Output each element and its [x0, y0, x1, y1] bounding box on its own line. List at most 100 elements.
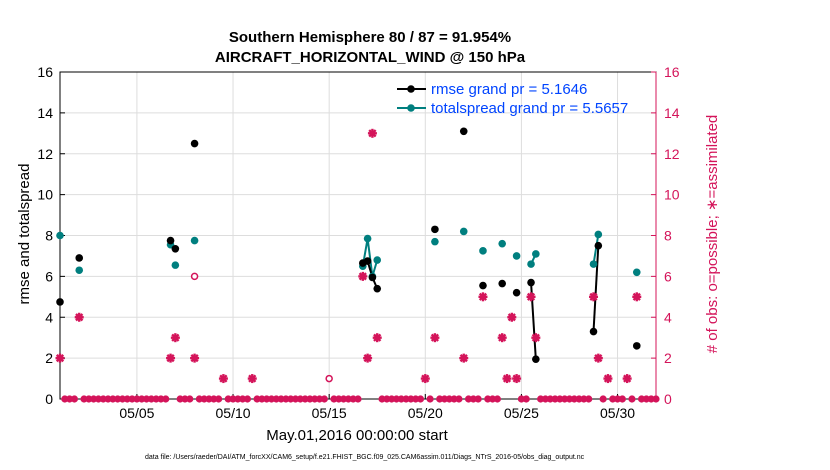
spread-point	[75, 266, 84, 275]
spread-point	[632, 268, 641, 277]
y2-tick-label: 14	[664, 105, 680, 121]
zero-obs-marker	[243, 395, 252, 403]
assimilated-obs-marker	[502, 374, 512, 384]
rmse-point	[632, 342, 641, 350]
assimilated-obs-marker	[478, 292, 488, 302]
assimilated-obs-marker	[363, 353, 373, 363]
zero-obs-marker	[186, 395, 194, 403]
assimilated-obs-marker	[459, 353, 469, 363]
assimilated-obs-marker	[367, 128, 377, 138]
zero-obs-marker	[426, 395, 434, 403]
legend: rmse grand pr = 5.1646 totalspread grand …	[397, 81, 628, 117]
chart-subtitle: AIRCRAFT_HORIZONTAL_WIND @ 150 hPa	[215, 49, 526, 66]
legend-rmse-marker	[407, 85, 415, 93]
assimilated-obs-marker	[512, 374, 522, 384]
y2-tick-label: 4	[664, 309, 672, 325]
zero-obs-marker	[474, 395, 482, 403]
rmse-point	[431, 225, 439, 234]
spread-point	[532, 250, 540, 258]
assimilated-obs-marker	[593, 353, 603, 363]
y2-tick-label: 10	[664, 187, 680, 203]
star-stroke	[623, 374, 632, 383]
star-stroke	[507, 313, 516, 322]
star-stroke	[531, 333, 540, 342]
rmse-point	[368, 273, 377, 282]
rmse-point	[512, 288, 521, 297]
x-tick-label: 05/05	[119, 405, 154, 421]
rmse-point	[527, 278, 535, 287]
rmse-point	[171, 244, 180, 253]
spread-point	[594, 230, 603, 239]
spread-line-segment	[361, 238, 379, 277]
assimilated-obs-marker	[420, 374, 430, 384]
star-stroke	[368, 129, 377, 138]
rmse-point	[459, 127, 468, 136]
assimilated-obs-marker	[632, 292, 642, 302]
rmse-point	[532, 355, 540, 363]
spread-point	[373, 256, 382, 264]
y2-tick-label: 0	[664, 391, 672, 407]
spread-point	[431, 237, 439, 246]
assimilated-obs-marker	[531, 333, 541, 343]
y2-tick-label: 12	[664, 146, 680, 162]
star-stroke	[363, 354, 372, 363]
assimilated-obs-marker	[430, 333, 440, 343]
spread-line-segment	[592, 234, 600, 265]
rmse-point	[594, 241, 603, 250]
y-tick-label: 14	[37, 105, 53, 121]
assimilated-obs-marker	[55, 353, 65, 363]
rmse-point	[56, 298, 64, 306]
assimilated-obs-marker	[166, 353, 176, 363]
star-stroke	[594, 354, 603, 363]
y-axis-label: rmse and totalspread	[16, 164, 33, 305]
star-stroke	[632, 292, 641, 301]
assimilated-obs-marker	[507, 312, 517, 322]
zero-obs-marker	[599, 395, 607, 403]
rmse-point	[75, 254, 84, 262]
legend-spread-label: totalspread grand pr = 5.5657	[431, 100, 628, 117]
star-stroke	[430, 333, 439, 342]
star-stroke	[373, 333, 382, 342]
plot-area: 0 0 2 2 4 4 6 6 8 8 10 10 12 12 14 14 16 16 05/05 05/10 05/1…	[37, 64, 679, 421]
y-tick-label: 6	[45, 268, 53, 284]
spread-point	[459, 227, 468, 236]
zero-obs-marker	[618, 395, 626, 403]
star-stroke	[248, 374, 257, 383]
assimilated-obs-marker	[190, 353, 200, 363]
assimilated-obs-marker	[170, 333, 180, 343]
y2-tick-label: 16	[664, 64, 680, 80]
star-stroke	[459, 354, 468, 363]
y-tick-label: 4	[45, 309, 53, 325]
assimilated-obs-marker	[589, 292, 599, 302]
star-stroke	[526, 292, 536, 301]
rmse-point	[373, 284, 382, 293]
zero-obs-marker	[628, 395, 636, 403]
zero-obs-marker	[354, 395, 362, 403]
chart-title: Southern Hemisphere 80 / 87 = 91.954%	[229, 29, 511, 46]
spread-point	[512, 252, 521, 260]
zero-obs-marker	[416, 395, 425, 403]
star-stroke	[75, 313, 84, 322]
y-tick-label: 0	[45, 391, 53, 407]
spread-point	[527, 260, 535, 268]
x-tick-label: 05/25	[504, 405, 539, 421]
star-stroke	[512, 374, 521, 383]
zero-obs-marker	[215, 395, 223, 403]
rmse-point	[498, 279, 506, 288]
zero-obs-marker	[455, 395, 463, 403]
star-stroke	[502, 374, 512, 383]
star-stroke	[190, 354, 199, 363]
rmse-point	[190, 139, 199, 148]
rmse-point	[479, 281, 487, 290]
y2-tick-label: 2	[664, 350, 672, 366]
spread-point	[190, 236, 199, 245]
assimilated-obs-marker	[497, 333, 507, 343]
star-stroke	[478, 292, 488, 301]
possible-obs-marker	[325, 374, 333, 383]
star-stroke	[498, 333, 507, 342]
zero-obs-marker	[585, 395, 593, 403]
spread-point	[498, 239, 506, 248]
assimilated-obs-marker	[247, 374, 257, 384]
x-tick-label: 05/20	[408, 405, 443, 421]
